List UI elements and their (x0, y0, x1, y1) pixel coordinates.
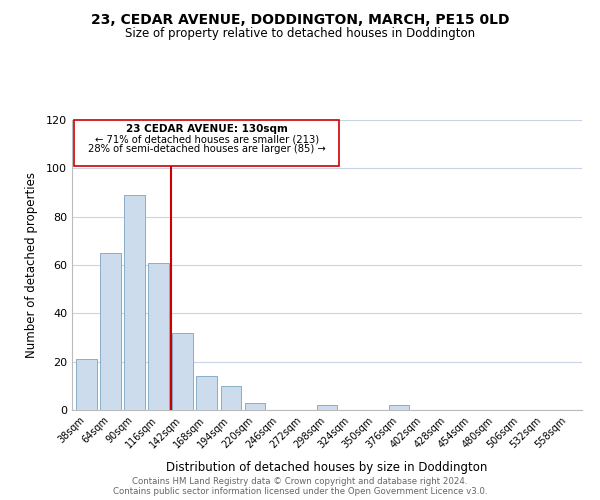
Text: Contains HM Land Registry data © Crown copyright and database right 2024.: Contains HM Land Registry data © Crown c… (132, 477, 468, 486)
Bar (389, 405, 409, 410)
Bar (148, 262, 169, 410)
Text: 23, CEDAR AVENUE, DODDINGTON, MARCH, PE15 0LD: 23, CEDAR AVENUE, DODDINGTON, MARCH, PE1… (91, 12, 509, 26)
Bar (124, 195, 145, 410)
X-axis label: Distribution of detached houses by size in Doddington: Distribution of detached houses by size … (166, 461, 488, 474)
Bar (245, 403, 265, 410)
Bar (196, 376, 217, 410)
Text: 23 CEDAR AVENUE: 130sqm: 23 CEDAR AVENUE: 130sqm (126, 124, 287, 134)
FancyBboxPatch shape (74, 120, 339, 166)
Bar (76, 359, 97, 410)
Text: Contains public sector information licensed under the Open Government Licence v3: Contains public sector information licen… (113, 487, 487, 496)
Text: Size of property relative to detached houses in Doddington: Size of property relative to detached ho… (125, 28, 475, 40)
Y-axis label: Number of detached properties: Number of detached properties (25, 172, 38, 358)
Bar (172, 332, 193, 410)
Text: 28% of semi-detached houses are larger (85) →: 28% of semi-detached houses are larger (… (88, 144, 326, 154)
Bar (317, 405, 337, 410)
Bar (221, 386, 241, 410)
Bar (100, 253, 121, 410)
Text: ← 71% of detached houses are smaller (213): ← 71% of detached houses are smaller (21… (95, 134, 319, 144)
